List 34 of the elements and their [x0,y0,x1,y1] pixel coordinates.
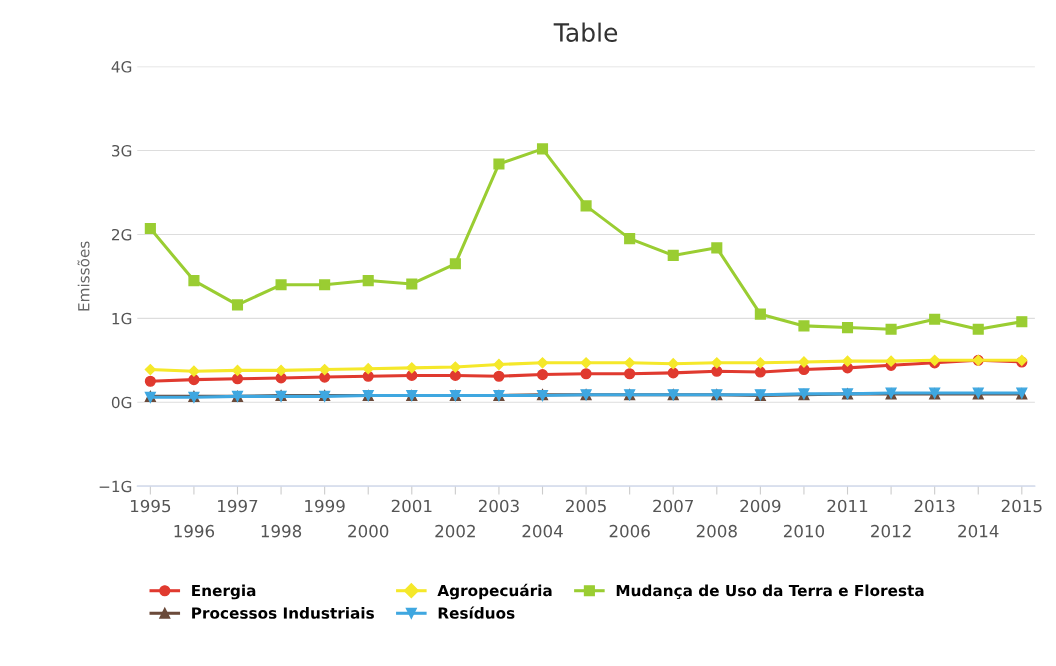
legend-label: Agropecuária [437,583,552,600]
x-tick-label: 2004 [522,524,563,538]
y-tick-label: −1G [99,480,132,493]
x-tick-label: 2000 [348,524,389,538]
x-tick-label: 2003 [478,499,519,513]
x-tick-label: 2002 [435,524,475,538]
legend-label: Mudança de Uso da Terra e Floresta [616,584,924,600]
x-tick-label: 2009 [740,499,781,513]
x-tick-label: 2011 [827,499,868,513]
legend-label: Resíduos [438,606,515,619]
y-axis-title: Emissões [77,241,90,311]
x-tick-label: 2005 [566,499,606,513]
x-tick-label: 2012 [871,524,911,538]
y-tick-label: 2G [111,228,132,241]
x-tick-label: 1997 [218,499,258,513]
y-tick-label: 3G [112,144,132,157]
x-tick-label: 1999 [305,499,345,513]
x-tick-label: 2007 [653,499,694,513]
legend-label: Processos Industriais [192,607,374,619]
chart-title: Table [553,22,618,42]
x-tick-label: 1998 [261,524,302,538]
x-tick-label: 2010 [783,524,825,538]
x-tick-label: 2001 [391,499,432,513]
x-tick-label: 2014 [958,524,999,538]
x-tick-label: 2013 [914,499,955,513]
legend-label: Energia [192,584,256,600]
x-tick-label: 1995 [130,499,171,513]
x-tick-label: 2008 [696,524,737,538]
y-tick-label: 4G [111,61,132,73]
y-tick-label: 0G [111,396,132,409]
y-tick-label: 1G [112,312,132,325]
x-tick-label: 2006 [609,524,650,538]
x-tick-label: 1996 [174,524,215,538]
x-tick-label: 2015 [1001,499,1042,513]
